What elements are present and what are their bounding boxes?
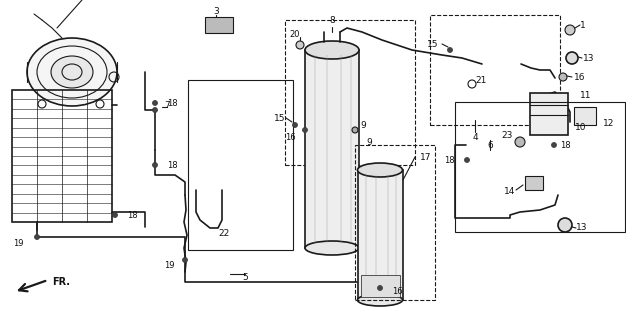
Bar [574, 107, 596, 125]
Ellipse shape [305, 41, 359, 59]
Ellipse shape [357, 163, 403, 177]
Text: 18: 18 [444, 156, 455, 164]
Circle shape [552, 142, 557, 148]
Text: 1: 1 [580, 20, 586, 29]
Text: 18: 18 [167, 99, 178, 108]
Text: 19: 19 [165, 261, 175, 270]
Circle shape [296, 41, 304, 49]
Circle shape [558, 218, 572, 232]
Bar [430, 15, 560, 125]
Circle shape [34, 235, 39, 239]
Text: 20: 20 [289, 29, 300, 38]
Text: 18: 18 [167, 161, 178, 170]
Bar [361, 275, 400, 297]
Circle shape [153, 163, 158, 167]
Text: 5: 5 [242, 273, 248, 282]
Ellipse shape [27, 38, 117, 106]
Text: 7: 7 [164, 100, 170, 109]
Bar [530, 93, 568, 135]
Circle shape [352, 127, 358, 133]
Circle shape [566, 52, 578, 64]
Bar [358, 170, 403, 300]
Circle shape [183, 258, 188, 262]
Bar [12, 90, 112, 222]
Text: 16: 16 [285, 132, 296, 141]
Ellipse shape [357, 294, 403, 306]
Text: 18: 18 [127, 211, 138, 220]
Text: 17: 17 [420, 153, 431, 162]
Text: 13: 13 [583, 53, 595, 62]
Circle shape [565, 25, 575, 35]
Text: 9: 9 [360, 121, 366, 130]
Bar [455, 102, 625, 232]
Text: 23: 23 [501, 131, 513, 140]
Circle shape [464, 157, 470, 163]
Bar [355, 145, 435, 300]
Text: 8: 8 [329, 15, 335, 25]
Text: 3: 3 [213, 6, 219, 15]
Bar [525, 176, 543, 190]
Circle shape [153, 108, 158, 113]
Circle shape [515, 137, 525, 147]
Circle shape [448, 47, 453, 52]
Ellipse shape [305, 241, 359, 255]
Text: 16: 16 [392, 287, 403, 297]
Circle shape [113, 212, 118, 218]
Text: FR.: FR. [52, 277, 70, 287]
Text: 13: 13 [576, 223, 587, 233]
Bar [285, 20, 415, 165]
Text: 15: 15 [274, 114, 285, 123]
Text: 15: 15 [426, 39, 438, 49]
Text: 4: 4 [472, 132, 478, 141]
Text: 14: 14 [504, 188, 515, 196]
Text: 22: 22 [218, 229, 229, 238]
Text: 12: 12 [603, 118, 614, 127]
Text: 9: 9 [366, 138, 372, 147]
Text: 11: 11 [580, 91, 592, 100]
Bar [305, 50, 359, 248]
Circle shape [377, 285, 382, 291]
Circle shape [302, 127, 307, 132]
Text: 21: 21 [475, 76, 486, 84]
Bar [188, 80, 293, 250]
Ellipse shape [51, 56, 93, 88]
Circle shape [559, 73, 567, 81]
Text: 19: 19 [14, 238, 24, 247]
Text: 6: 6 [487, 140, 493, 149]
Circle shape [292, 123, 297, 127]
Text: 16: 16 [574, 73, 585, 82]
Bar [205, 17, 233, 33]
Text: 18: 18 [560, 140, 571, 149]
Circle shape [153, 100, 158, 106]
Text: 10: 10 [575, 123, 587, 132]
